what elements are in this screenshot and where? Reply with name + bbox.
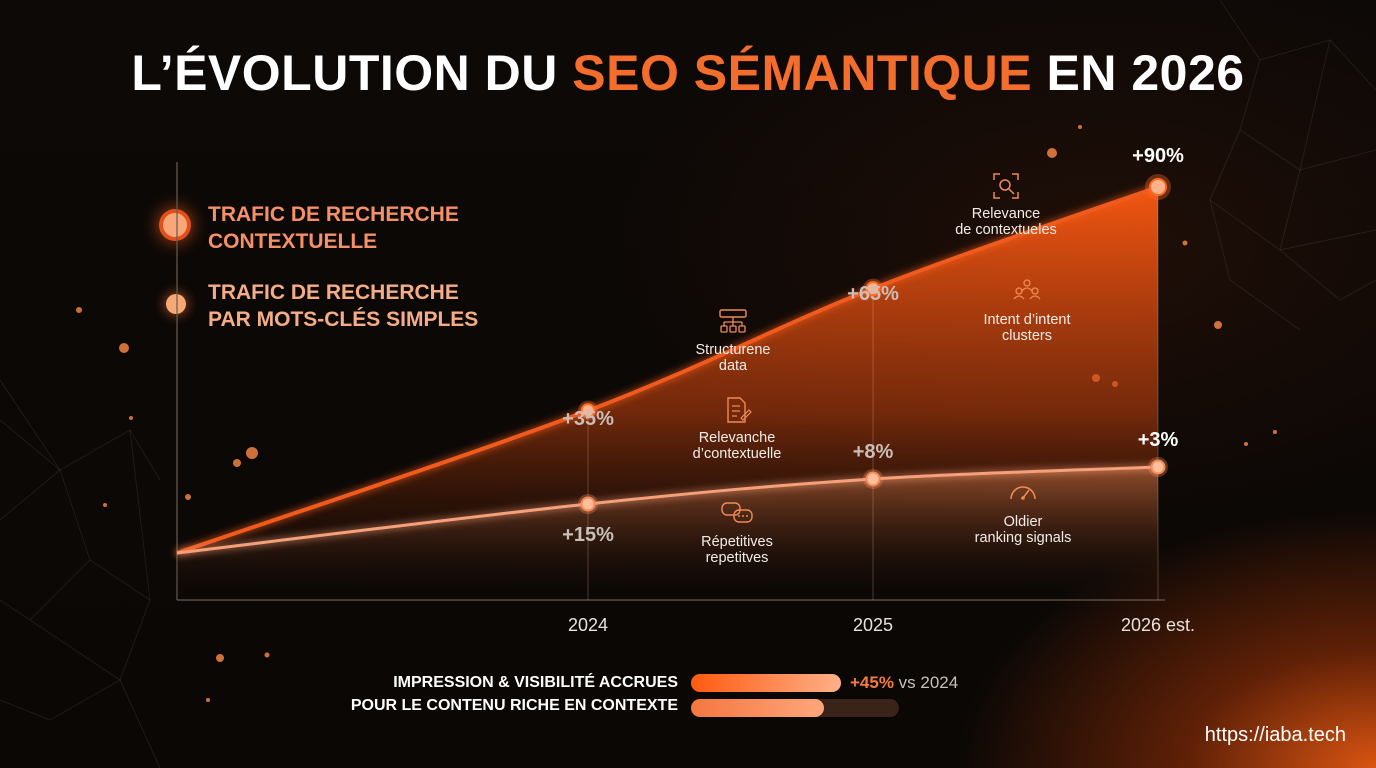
data-label-keywords: +15% [562, 524, 614, 546]
legend-line: TRAFIC DE RECHERCHE [208, 203, 459, 226]
line-keywords [176, 465, 1159, 555]
legend-item-keywords: TRAFIC DE RECHERCHE PAR MOTS-CLÉS SIMPLE… [208, 279, 478, 333]
x-tick-label: 2024 [568, 615, 608, 635]
title-prefix: L’ÉVOLUTION DU [131, 45, 573, 101]
visibility-bar-1-fill [691, 674, 841, 692]
title-highlight: SEO SÉMANTIQUE [572, 45, 1033, 101]
x-tick-label: 2025 [853, 615, 893, 635]
legend-line: TRAFIC DE RECHERCHE [208, 281, 459, 304]
data-label-keywords: +3% [1138, 429, 1179, 451]
title-suffix: EN 2026 [1032, 45, 1245, 101]
visibility-bar-2-fill [691, 699, 825, 717]
annotation-label: repetitves [706, 550, 769, 566]
annotation-label: clusters [1002, 328, 1052, 344]
legend-item-contextual: TRAFIC DE RECHERCHE CONTEXTUELLE [208, 201, 459, 255]
point-keywords [580, 496, 596, 512]
point-keywords [1150, 459, 1166, 475]
bottom-caption-line2: POUR LE CONTENU RICHE EN CONTEXTE [350, 697, 678, 714]
visibility-bar-2 [691, 699, 899, 717]
visibility-stat-value: +45% [850, 673, 894, 692]
point-keywords [865, 471, 881, 487]
data-label-contextual: +65% [847, 283, 899, 305]
annotation-label: Répetitives [701, 534, 773, 550]
point-contextual [1149, 178, 1167, 196]
gauge-icon [1010, 486, 1036, 500]
annotation-label: Intent d’intent [983, 312, 1070, 328]
legend-line: CONTEXTUELLE [208, 230, 378, 253]
search-focus-icon [993, 173, 1019, 199]
page-title: L’ÉVOLUTION DU SEO SÉMANTIQUE EN 2026 [0, 44, 1376, 102]
data-label-contextual: +35% [562, 408, 614, 430]
x-tick-label: 2026 est. [1121, 615, 1195, 635]
visibility-stat: +45% vs 2024 [850, 673, 958, 693]
data-label-contextual: +90% [1132, 145, 1184, 167]
people-cluster-icon [1013, 279, 1041, 300]
point-contextual [580, 403, 596, 419]
chat-bubbles-icon [721, 502, 753, 523]
visibility-stat-text: vs 2024 [893, 673, 959, 692]
source-url: https://iaba.tech [1204, 724, 1346, 746]
legend-marker-keywords [166, 294, 186, 314]
annotation-label: ranking signals [975, 530, 1072, 546]
bottom-caption-line1: IMPRESSION & VISIBILITÉ ACCRUES [393, 674, 678, 691]
point-contextual [865, 281, 881, 297]
annotation-label: data [719, 358, 748, 374]
structured-data-icon [719, 309, 747, 333]
annotation-label: Relevance [972, 206, 1041, 222]
annotation-label: Relevanche [699, 430, 776, 446]
document-edit-icon [727, 397, 752, 423]
legend-marker-contextual [163, 213, 187, 237]
annotation-label: de contextueles [955, 222, 1057, 238]
visibility-bar-1 [691, 674, 841, 692]
legend-line: PAR MOTS-CLÉS SIMPLES [208, 308, 479, 331]
annotation-label: d’contextuelle [693, 446, 782, 462]
area-keywords [177, 467, 1158, 600]
annotation-label: Structurene [696, 342, 771, 358]
line-contextual [176, 185, 1159, 555]
data-label-keywords: +8% [853, 441, 894, 463]
annotation-label: Oldier [1004, 514, 1043, 530]
